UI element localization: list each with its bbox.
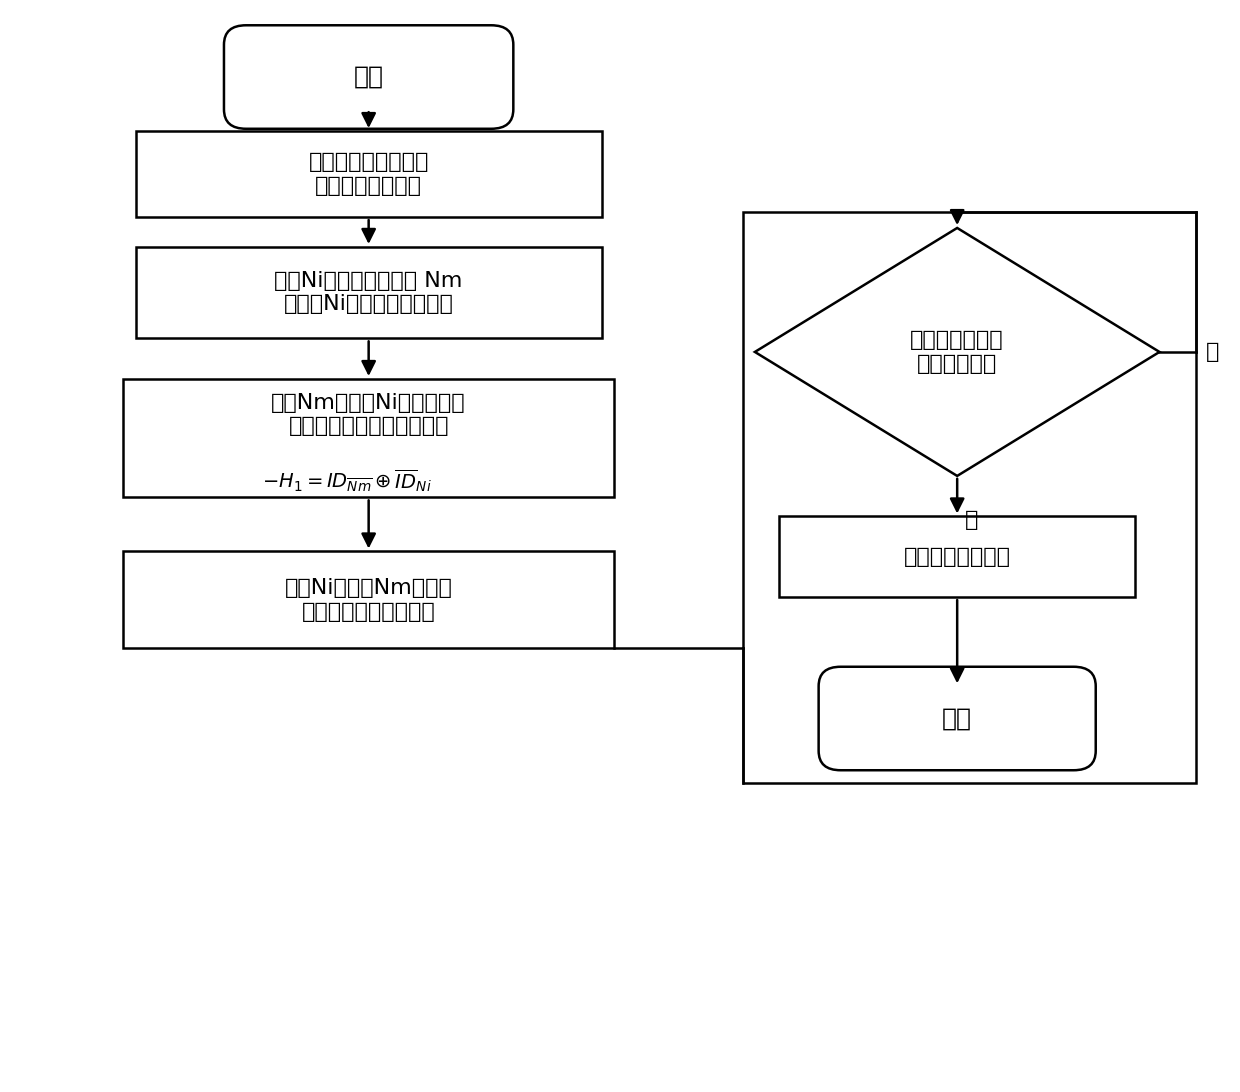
Bar [780, 517, 1135, 597]
Text: 簇头Nm和节点Ni分别依据对
方身份标识符进行异或运算: 簇头Nm和节点Ni分别依据对 方身份标识符进行异或运算 [272, 393, 466, 436]
Bar [743, 212, 1197, 783]
Text: 组网前基站和节点进
行系统初始化配置: 组网前基站和节点进 行系统初始化配置 [309, 153, 429, 195]
Text: 开始: 开始 [353, 66, 383, 90]
Bar [135, 247, 601, 339]
Bar [124, 551, 614, 649]
Text: 否: 否 [1207, 342, 1219, 361]
Bar [135, 131, 601, 217]
Text: 网络存在异常或
更新时间到达: 网络存在异常或 更新时间到达 [910, 331, 1004, 373]
Text: $-H_1 = ID_{\overline{Nm}} \oplus \overline{ID}_{Ni}$: $-H_1 = ID_{\overline{Nm}} \oplus \overl… [262, 467, 432, 495]
Bar [124, 379, 614, 498]
Text: 节点Ni和簇头Nm依据组
合公钥算法生成对密钥: 节点Ni和簇头Nm依据组 合公钥算法生成对密钥 [285, 579, 453, 621]
FancyBboxPatch shape [224, 25, 513, 129]
Text: 结束: 结束 [942, 707, 972, 731]
FancyBboxPatch shape [818, 667, 1096, 770]
Text: 节点Ni入网注册，簇头 Nm
和节点Ni进行身份标识认证: 节点Ni入网注册，簇头 Nm 和节点Ni进行身份标识认证 [274, 271, 463, 314]
Polygon shape [755, 228, 1159, 476]
Text: 网络进行密钥更新: 网络进行密钥更新 [904, 547, 1011, 567]
Text: 是: 是 [965, 510, 978, 531]
